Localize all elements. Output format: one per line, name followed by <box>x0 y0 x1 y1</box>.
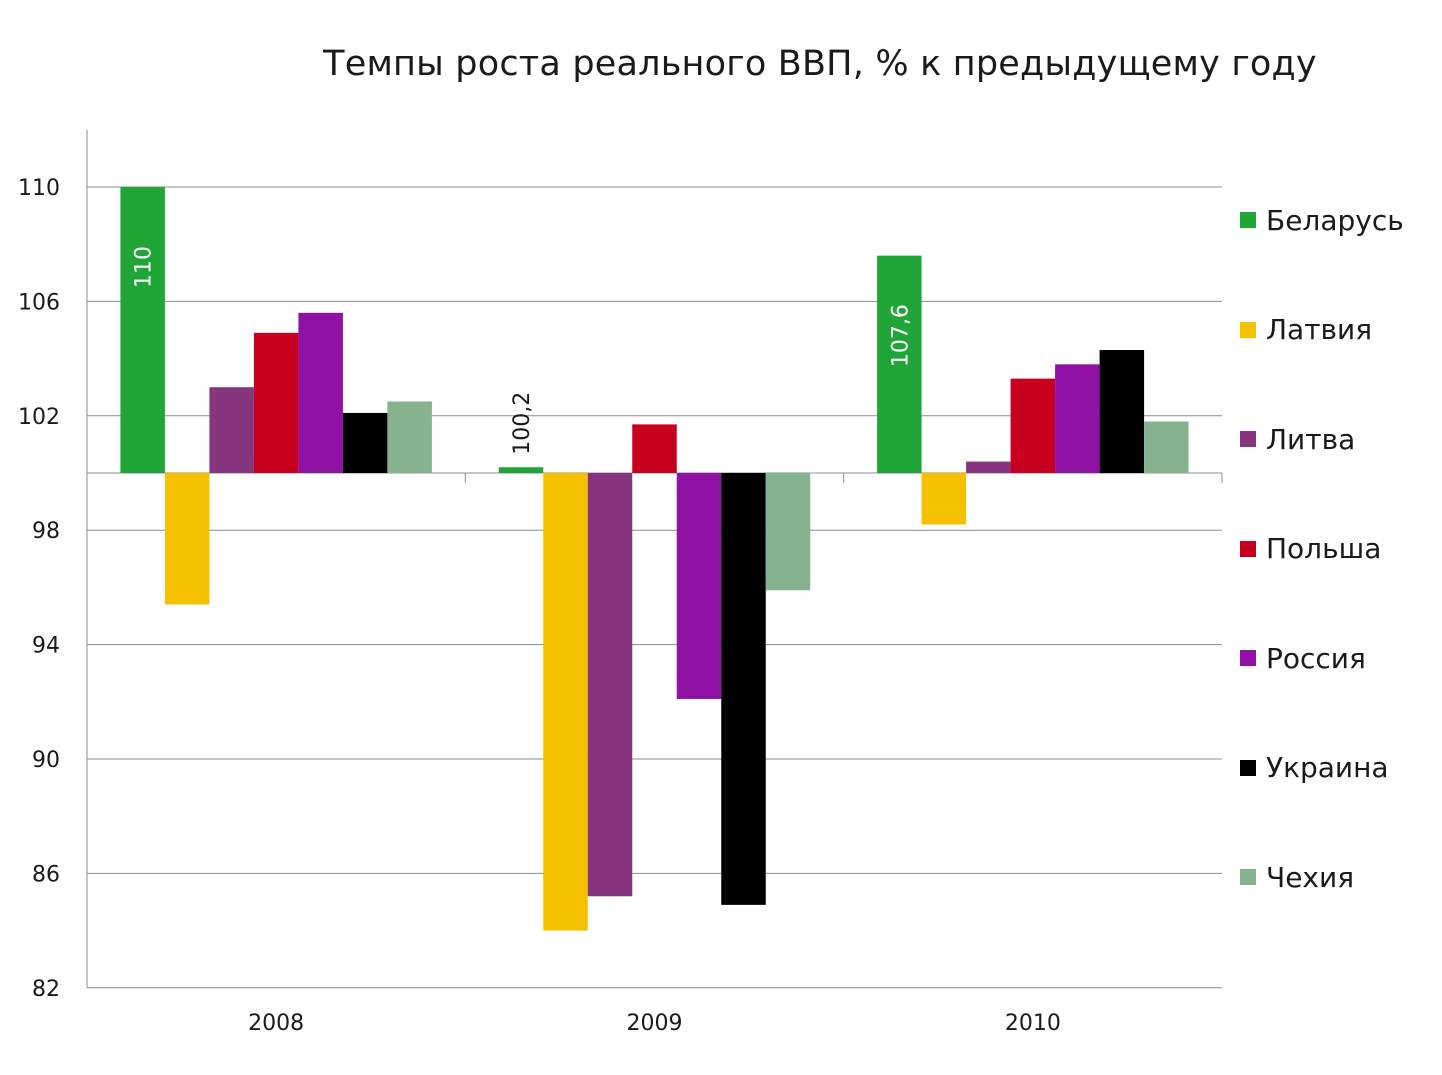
legend-swatch <box>1240 212 1256 228</box>
legend-label: Беларусь <box>1266 203 1404 237</box>
y-tick-label: 102 <box>18 405 60 430</box>
legend-item: Украина <box>1240 748 1389 788</box>
bar-Беларусь-2010 <box>877 255 922 473</box>
x-category-label: 2010 <box>1005 1011 1061 1036</box>
legend-swatch <box>1240 321 1256 338</box>
legend-label: Чехия <box>1266 860 1355 894</box>
legend-swatch <box>1240 759 1256 776</box>
legend-item: Литва <box>1240 419 1355 459</box>
x-category-label: 2009 <box>627 1011 683 1036</box>
bar-Беларусь-2008 <box>120 187 165 473</box>
bar-Литва-2010 <box>966 461 1011 473</box>
bar-Польша-2008 <box>253 332 299 473</box>
y-tick-label: 82 <box>32 977 60 1002</box>
bar-Латвия-2008 <box>164 473 210 605</box>
legend-label: Латвия <box>1266 313 1373 346</box>
legend-label: Польша <box>1266 532 1382 565</box>
bar-Беларусь-2009 <box>498 467 544 473</box>
legend-item: Россия <box>1240 638 1366 678</box>
x-category-label: 2008 <box>248 1011 304 1036</box>
legend-swatch <box>1240 431 1256 447</box>
bar-Чехия-2009 <box>765 473 811 591</box>
axes <box>86 130 1223 988</box>
legend-label: Литва <box>1266 422 1356 456</box>
labels: 82 86 90 94 98 102 106 110 2008 2009 2010 110 100,2 1… <box>18 176 1061 1036</box>
data-label: 107,6 <box>888 304 913 367</box>
bar-Россия-2010 <box>1055 364 1100 473</box>
bar-Украина-2009 <box>721 473 766 905</box>
bar-Россия-2009 <box>676 473 722 699</box>
legend-item: Польша <box>1240 529 1381 569</box>
y-tick-label: 86 <box>32 862 60 887</box>
bars <box>120 187 1189 931</box>
bar-Польша-2010 <box>1010 378 1056 473</box>
legend-label: Россия <box>1266 641 1366 675</box>
legend-item: Латвия <box>1240 310 1372 350</box>
bar-Латвия-2009 <box>543 473 588 931</box>
legend-item: Чехия <box>1240 857 1354 897</box>
bar-Польша-2009 <box>632 424 677 473</box>
y-tick-label: 94 <box>32 634 60 659</box>
y-tick-label: 90 <box>32 748 60 773</box>
bar-Литва-2008 <box>209 387 254 473</box>
grid-lines <box>87 186 1222 989</box>
y-tick-label: 98 <box>32 519 60 544</box>
bar-Россия-2008 <box>298 312 343 473</box>
y-tick-label: 110 <box>18 176 60 201</box>
y-tick-label: 106 <box>18 290 60 315</box>
bar-Украина-2010 <box>1099 350 1145 473</box>
bar-Украина-2008 <box>342 412 388 473</box>
legend-swatch <box>1240 869 1256 885</box>
legend-swatch <box>1240 650 1256 666</box>
data-label: 100,2 <box>510 392 535 455</box>
bar-Чехия-2008 <box>387 401 432 473</box>
chart-title: Темпы роста реального ВВП, % к предыдуще… <box>323 44 1317 84</box>
bar-Чехия-2010 <box>1144 421 1189 473</box>
data-label: 110 <box>132 246 157 288</box>
legend-label: Украина <box>1266 751 1389 784</box>
legend-swatch <box>1240 540 1256 557</box>
bar-Литва-2009 <box>587 473 633 897</box>
bar-Латвия-2010 <box>921 473 967 525</box>
legend-item: Беларусь <box>1240 200 1404 240</box>
